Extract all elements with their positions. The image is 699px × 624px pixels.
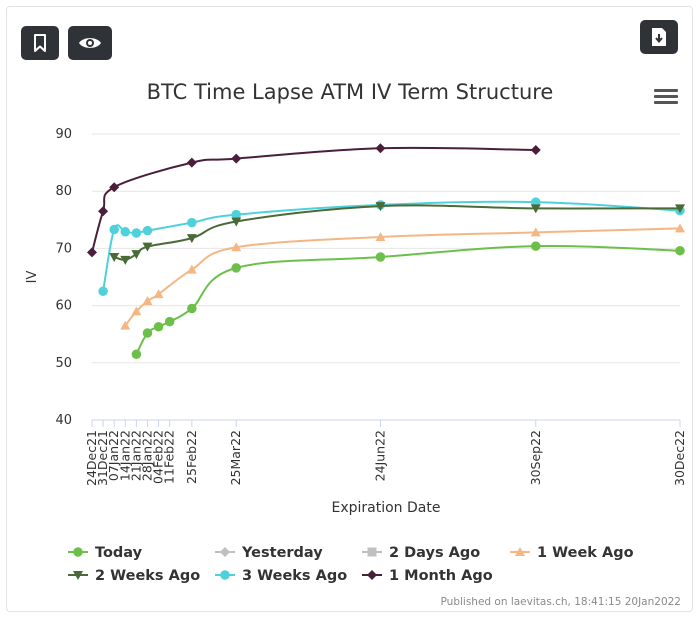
bookmark-icon (34, 34, 46, 52)
download-button[interactable] (640, 20, 678, 54)
visibility-button[interactable] (68, 26, 112, 60)
hamburger-menu-icon[interactable] (654, 86, 678, 106)
published-footer: Published on laevitas.ch, 18:41:15 20Jan… (440, 596, 681, 608)
eye-icon (79, 38, 101, 48)
chart-card (6, 6, 693, 612)
download-icon (652, 28, 666, 46)
bookmark-button[interactable] (21, 26, 59, 60)
